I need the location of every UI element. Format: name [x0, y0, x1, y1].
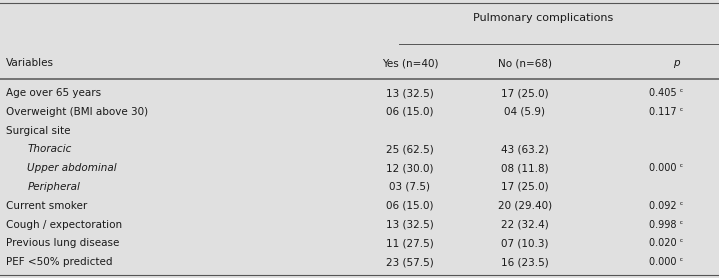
Text: Thoracic: Thoracic [27, 145, 72, 155]
Text: Variables: Variables [6, 58, 54, 68]
Text: 17 (25.0): 17 (25.0) [501, 88, 549, 98]
Text: 0.405 ᶜ: 0.405 ᶜ [649, 88, 683, 98]
Text: 13 (32.5): 13 (32.5) [386, 220, 434, 230]
Text: 0.117 ᶜ: 0.117 ᶜ [649, 107, 683, 117]
Text: 07 (10.3): 07 (10.3) [501, 238, 549, 248]
Text: Pulmonary complications: Pulmonary complications [472, 13, 613, 23]
Text: Previous lung disease: Previous lung disease [6, 238, 119, 248]
Text: 03 (7.5): 03 (7.5) [389, 182, 431, 192]
Text: 0.000 ᶜ: 0.000 ᶜ [649, 163, 683, 173]
Text: 0.020 ᶜ: 0.020 ᶜ [649, 238, 683, 248]
Text: Surgical site: Surgical site [6, 126, 70, 136]
Text: No (n=68): No (n=68) [498, 58, 552, 68]
Text: 22 (32.4): 22 (32.4) [501, 220, 549, 230]
Text: 17 (25.0): 17 (25.0) [501, 182, 549, 192]
Text: 43 (63.2): 43 (63.2) [501, 145, 549, 155]
Text: 06 (15.0): 06 (15.0) [386, 201, 434, 211]
Text: 25 (62.5): 25 (62.5) [386, 145, 434, 155]
Text: 13 (32.5): 13 (32.5) [386, 88, 434, 98]
Text: 0.092 ᶜ: 0.092 ᶜ [649, 201, 683, 211]
Text: 08 (11.8): 08 (11.8) [501, 163, 549, 173]
Text: 16 (23.5): 16 (23.5) [501, 257, 549, 267]
Text: Yes (n=40): Yes (n=40) [382, 58, 438, 68]
Text: 0.000 ᶜ: 0.000 ᶜ [649, 257, 683, 267]
Text: 12 (30.0): 12 (30.0) [386, 163, 434, 173]
Text: 20 (29.40): 20 (29.40) [498, 201, 552, 211]
Text: Overweight (BMI above 30): Overweight (BMI above 30) [6, 107, 148, 117]
Text: Current smoker: Current smoker [6, 201, 87, 211]
Text: Cough / expectoration: Cough / expectoration [6, 220, 122, 230]
Text: Peripheral: Peripheral [27, 182, 81, 192]
Text: 04 (5.9): 04 (5.9) [504, 107, 546, 117]
Text: PEF <50% predicted: PEF <50% predicted [6, 257, 112, 267]
Text: 11 (27.5): 11 (27.5) [386, 238, 434, 248]
Text: Age over 65 years: Age over 65 years [6, 88, 101, 98]
Text: Upper abdominal: Upper abdominal [27, 163, 117, 173]
Text: 06 (15.0): 06 (15.0) [386, 107, 434, 117]
Text: 0.998 ᶜ: 0.998 ᶜ [649, 220, 683, 230]
Text: 23 (57.5): 23 (57.5) [386, 257, 434, 267]
Text: p: p [672, 58, 679, 68]
